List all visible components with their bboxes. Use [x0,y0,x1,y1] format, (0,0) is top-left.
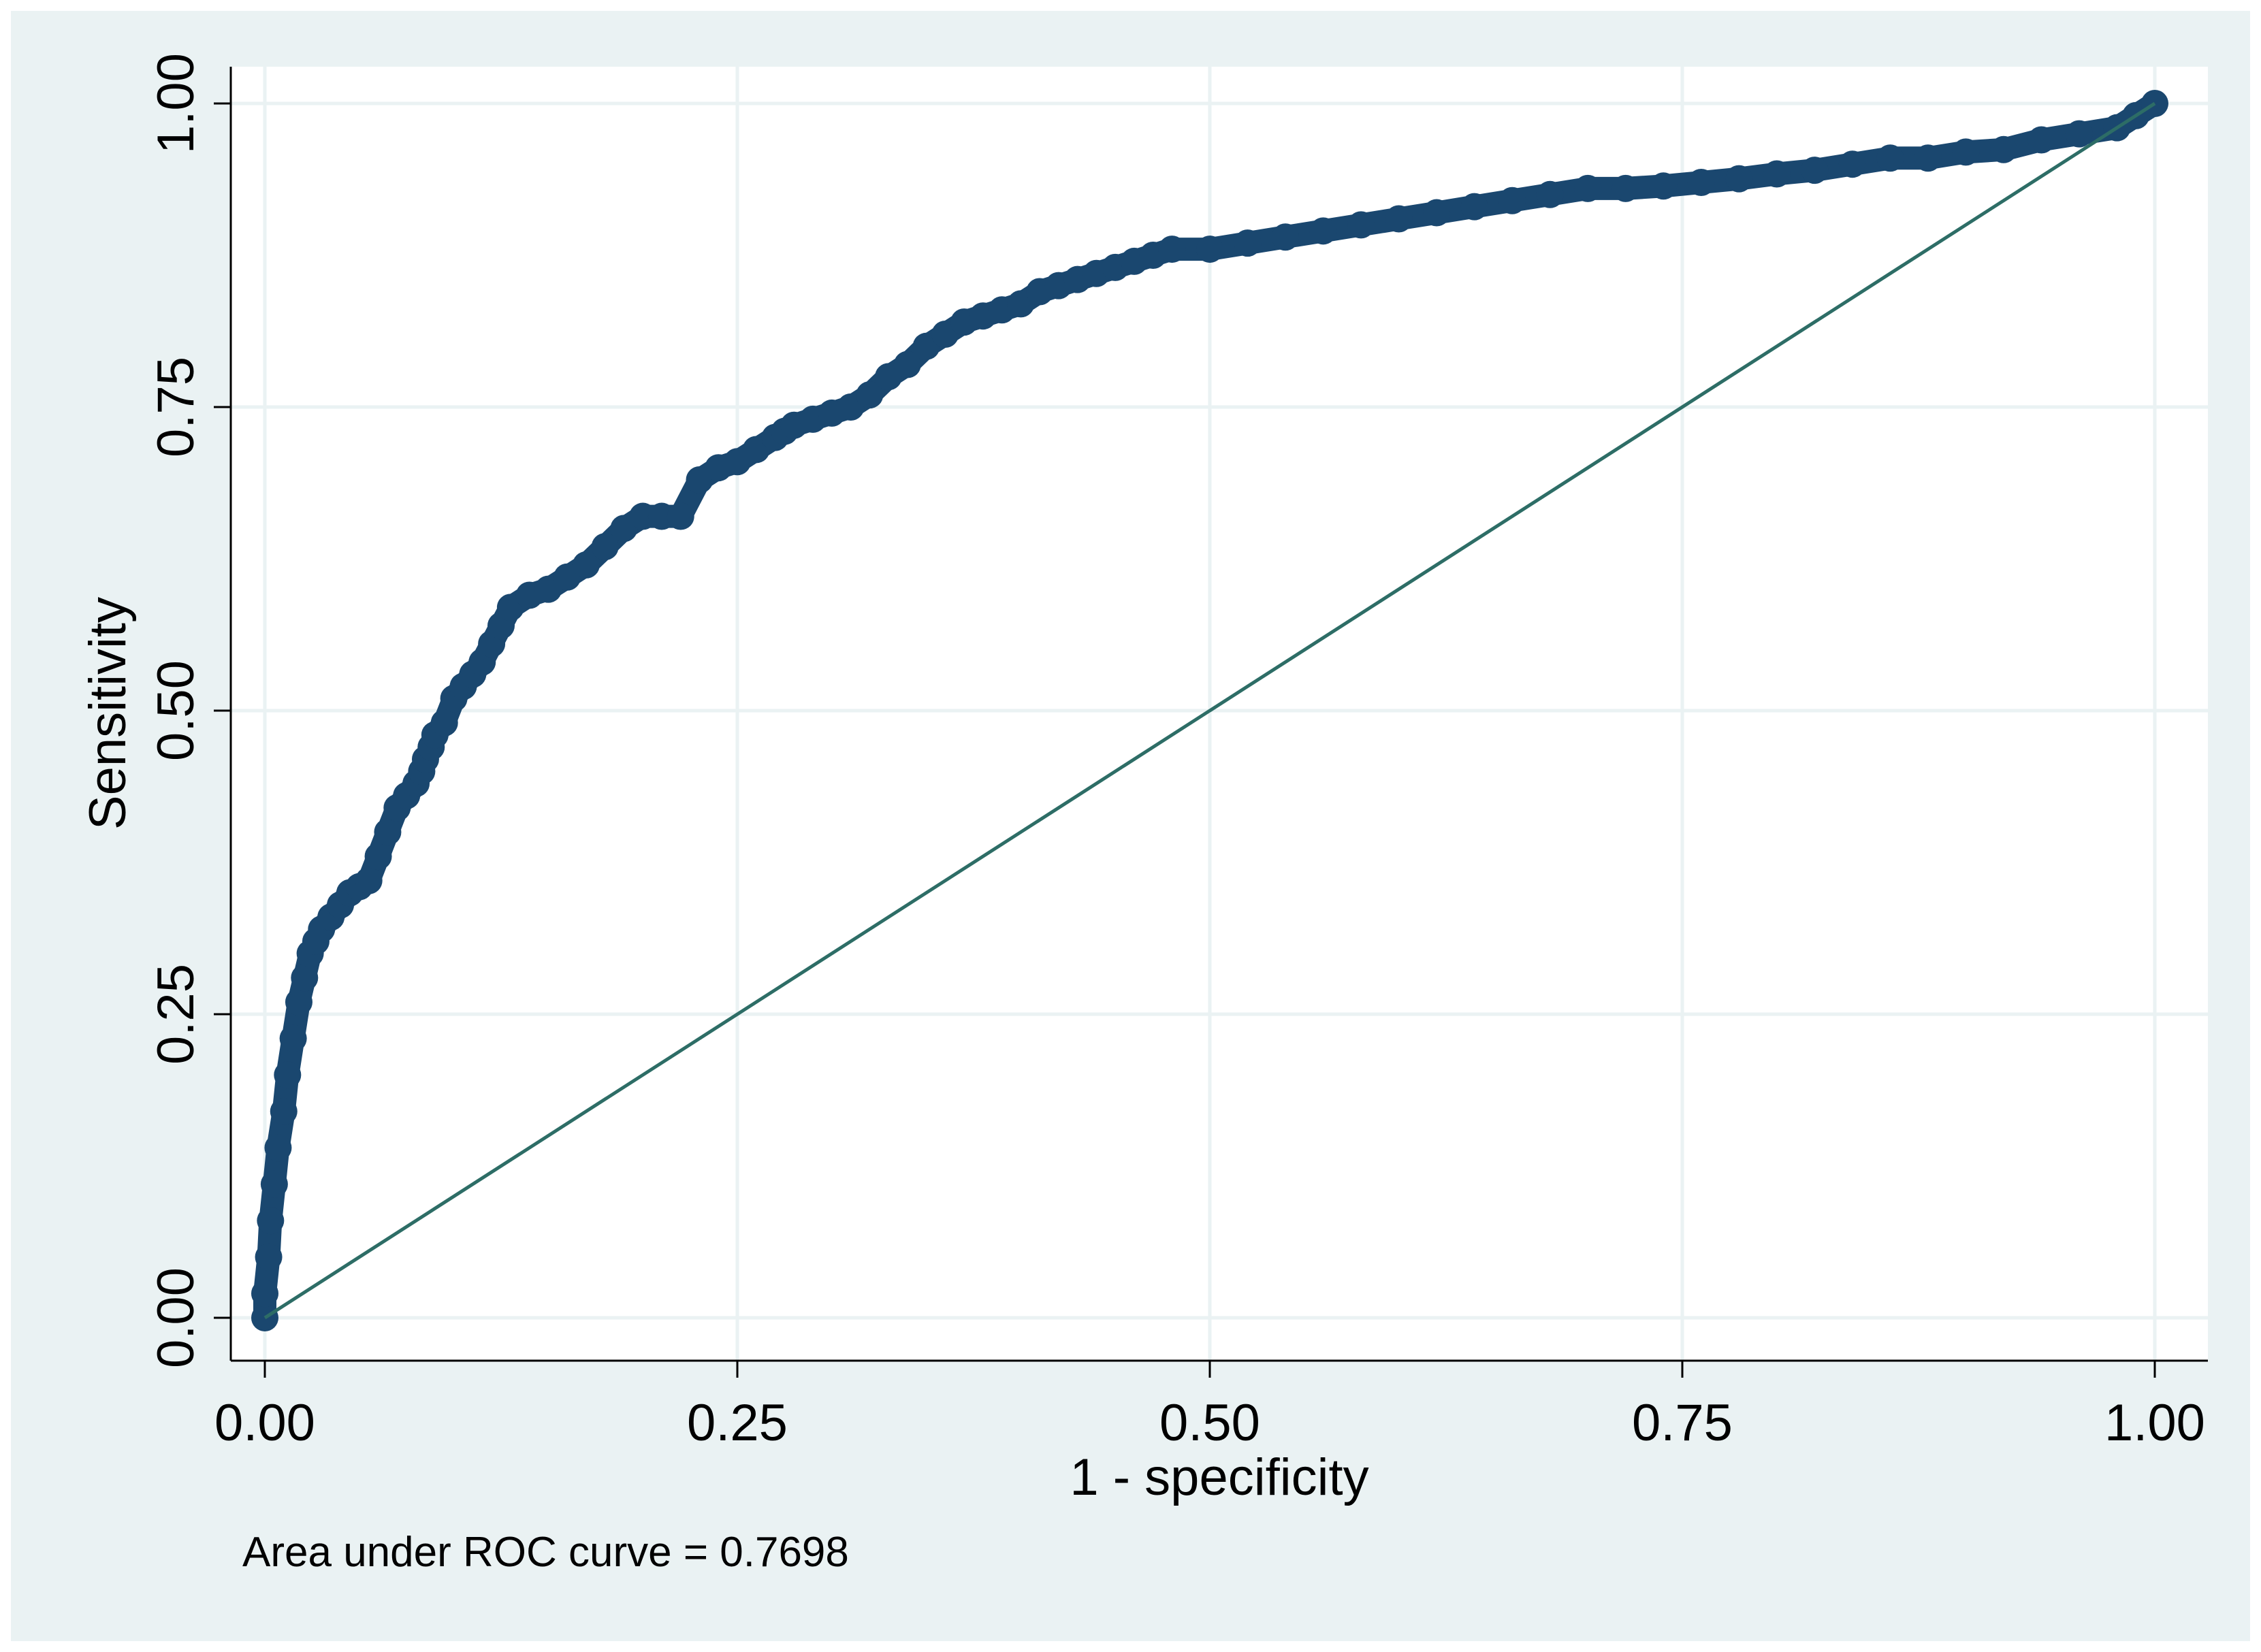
axes [229,67,2208,1362]
roc-point [1650,172,1678,200]
roc-point [1423,199,1451,227]
roc-point [572,551,600,579]
roc-point [2065,120,2093,148]
x-tick-label: 0.75 [1632,1394,1733,1452]
roc-point [285,988,312,1016]
roc-point [1876,144,1904,172]
roc-point [1611,174,1639,202]
reference-line-group [263,101,2156,1320]
roc-point [374,818,402,846]
roc-point [1498,187,1526,214]
roc-point [274,1061,302,1089]
roc-point [251,1280,278,1308]
roc-point [257,1207,285,1235]
chart-background: 0.00 0.25 0.50 0.75 1.00 0.00 0.25 0.50 0.75 1.0… [11,11,2250,1641]
roc-point [1838,150,1866,178]
roc-point [264,1134,292,1162]
roc-point [1385,205,1413,233]
roc-point [629,502,657,530]
y-tick-label: 0.00 [147,1267,205,1368]
x-tick-label: 0.00 [214,1394,315,1452]
roc-point [2027,126,2055,154]
roc-point [430,709,458,736]
roc-point [1309,217,1337,245]
roc-point [1725,165,1753,193]
roc-point [255,1243,283,1271]
roc-point [291,964,319,992]
roc-chart: 0.00 0.25 0.50 0.75 1.00 0.00 0.25 0.50 0.75 1.0… [79,53,2208,1576]
roc-point [1460,193,1488,221]
x-axis-ticks: 0.00 0.25 0.50 0.75 1.00 [214,1361,2205,1452]
roc-point [1801,157,1829,184]
roc-point [1536,180,1564,208]
y-tick-label: 0.25 [147,964,205,1065]
roc-point [355,867,383,894]
roc-point [893,351,921,378]
roc-curve [251,90,2168,1331]
x-tick-label: 1.00 [2104,1394,2205,1452]
roc-point [856,381,884,409]
roc-point [279,1024,307,1052]
y-tick-label: 1.00 [147,53,205,154]
auc-note: Area under ROC curve = 0.7698 [242,1529,849,1576]
roc-point [1763,160,1791,188]
roc-point [1574,174,1602,202]
roc-point [1347,211,1375,239]
roc-point [1989,135,2017,163]
roc-point [1914,144,1942,172]
y-tick-label: 0.50 [147,660,205,761]
roc-point [364,843,392,871]
roc-point [591,533,619,561]
x-axis-title: 1 - specificity [1070,1448,1368,1506]
roc-point [260,1170,288,1198]
roc-point [270,1097,298,1125]
y-axis-ticks: 0.00 0.25 0.50 0.75 1.00 [147,53,231,1368]
x-tick-label: 0.25 [687,1394,788,1452]
roc-point [667,502,694,530]
y-axis-title: Sensitivity [79,597,137,830]
gridlines [231,67,2208,1361]
roc-point [1687,168,1715,196]
roc-point [1234,229,1262,257]
roc-point [1158,236,1186,263]
x-tick-label: 0.50 [1159,1394,1260,1452]
roc-point [1196,236,1223,263]
roc-point [647,502,675,530]
roc-point [1272,223,1300,251]
roc-point [1952,138,1980,166]
y-tick-label: 0.75 [147,357,205,457]
reference-line [263,101,2156,1320]
